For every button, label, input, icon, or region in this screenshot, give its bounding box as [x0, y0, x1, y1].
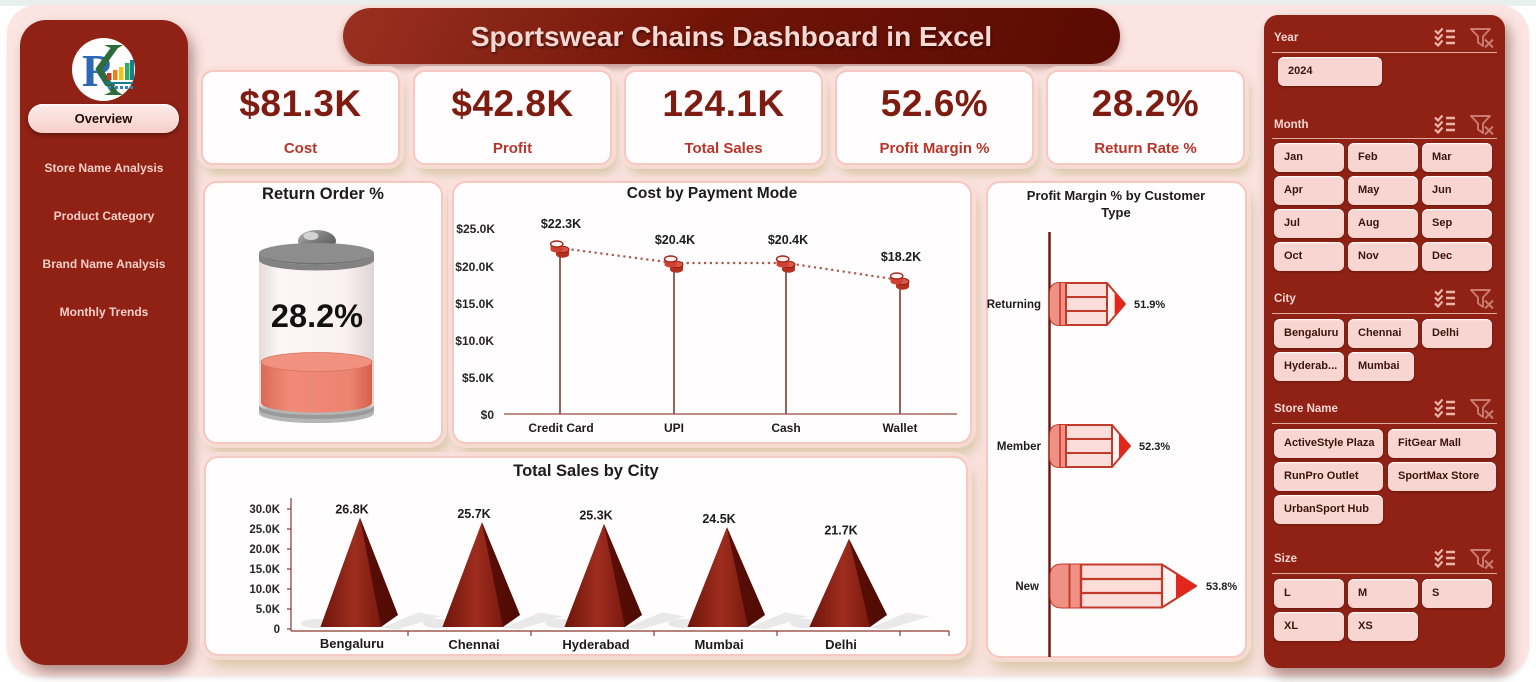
svg-text:51.9%: 51.9% [1134, 299, 1165, 311]
svg-text:Mumbai: Mumbai [694, 637, 743, 652]
svg-text:Hyderabad: Hyderabad [562, 637, 629, 652]
svg-text:$20.4K: $20.4K [655, 233, 695, 247]
svg-text:Cost by Payment Mode: Cost by Payment Mode [627, 185, 798, 202]
svg-text:Total Sales by City: Total Sales by City [513, 462, 659, 480]
svg-text:Chennai: Chennai [448, 637, 499, 652]
svg-text:26.8K: 26.8K [335, 502, 368, 516]
svg-text:$10.0K: $10.0K [455, 334, 494, 348]
svg-text:$0: $0 [481, 408, 495, 422]
svg-text:5.0K: 5.0K [256, 604, 281, 616]
svg-text:0: 0 [274, 624, 280, 636]
svg-text:Type: Type [1101, 205, 1130, 220]
svg-text:25.3K: 25.3K [579, 509, 612, 523]
svg-text:53.8%: 53.8% [1206, 581, 1237, 593]
svg-text:$18.2K: $18.2K [881, 250, 921, 264]
svg-text:$20.4K: $20.4K [768, 233, 808, 247]
svg-text:15.0K: 15.0K [249, 564, 280, 576]
svg-text:30.0K: 30.0K [249, 504, 280, 516]
svg-text:Cash: Cash [771, 421, 800, 435]
svg-text:25.0K: 25.0K [249, 524, 280, 536]
svg-text:$15.0K: $15.0K [455, 297, 494, 311]
svg-text:21.7K: 21.7K [824, 523, 857, 537]
svg-text:Delhi: Delhi [825, 637, 857, 652]
svg-text:24.5K: 24.5K [702, 512, 735, 526]
svg-text:25.7K: 25.7K [457, 507, 490, 521]
svg-text:28.2%: 28.2% [271, 298, 363, 334]
svg-text:10.0K: 10.0K [249, 584, 280, 596]
svg-text:New: New [1015, 581, 1039, 593]
svg-text:$20.0K: $20.0K [455, 260, 494, 274]
svg-text:Member: Member [997, 441, 1042, 453]
svg-text:Returning: Returning [987, 299, 1041, 311]
svg-text:UPI: UPI [664, 421, 684, 435]
svg-text:Credit Card: Credit Card [528, 421, 593, 435]
svg-text:20.0K: 20.0K [249, 544, 280, 556]
svg-text:Profit Margin % by Customer: Profit Margin % by Customer [1027, 188, 1205, 203]
svg-text:$5.0K: $5.0K [462, 371, 494, 385]
svg-text:Wallet: Wallet [883, 421, 918, 435]
svg-text:Bengaluru: Bengaluru [320, 636, 384, 651]
svg-text:$22.3K: $22.3K [541, 217, 581, 231]
svg-text:$25.0K: $25.0K [456, 222, 495, 236]
svg-text:52.3%: 52.3% [1139, 441, 1170, 453]
